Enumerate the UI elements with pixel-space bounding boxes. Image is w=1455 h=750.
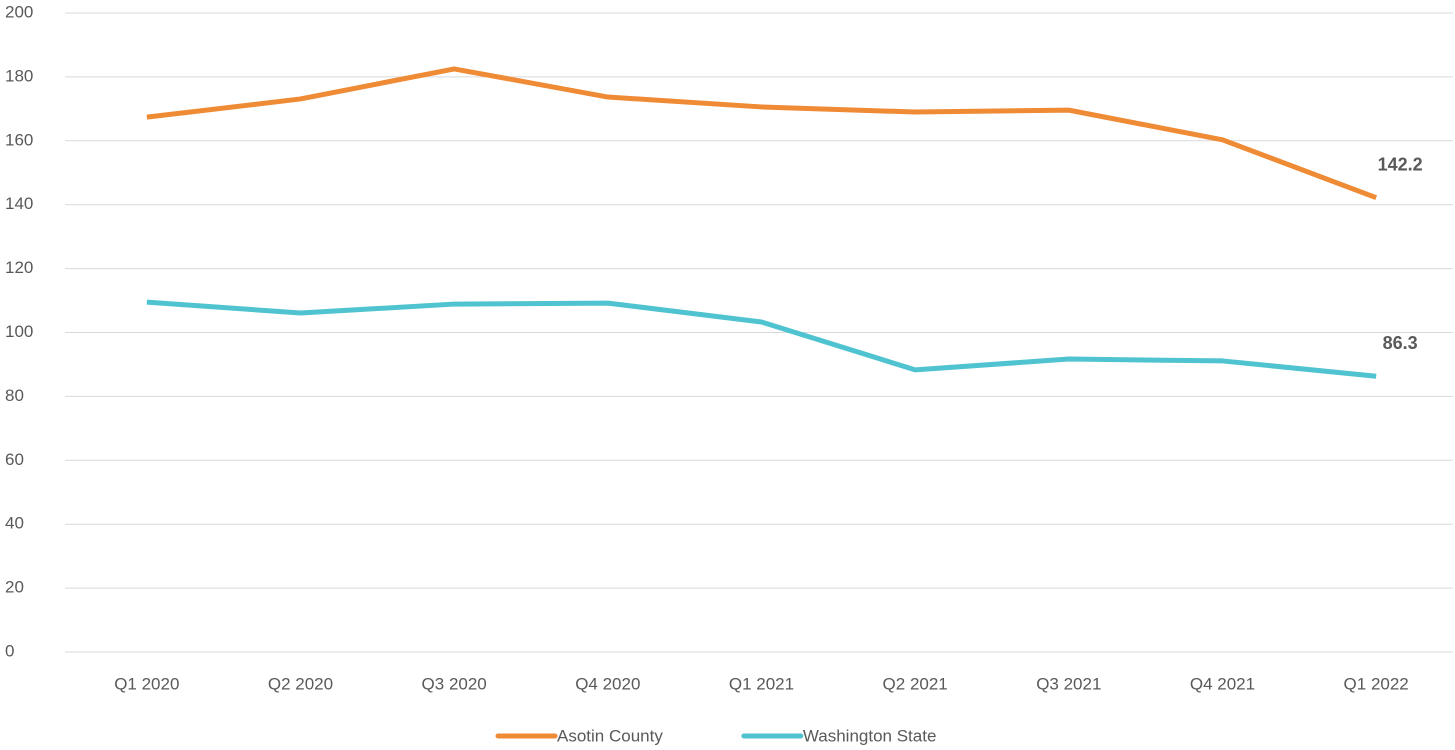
x-tick-label: Q4 2020 xyxy=(575,674,640,693)
y-tick-label: 80 xyxy=(5,386,24,405)
x-tick-label: Q1 2021 xyxy=(729,674,794,693)
x-tick-label: Q1 2020 xyxy=(114,674,179,693)
series-line xyxy=(146,66,1378,201)
x-tick-label: Q4 2021 xyxy=(1190,674,1255,693)
y-tick-label: 200 xyxy=(5,2,33,21)
y-tick-label: 140 xyxy=(5,194,33,213)
y-tick-label: 0 xyxy=(5,641,14,660)
data-label: 86.3 xyxy=(1383,333,1418,353)
y-tick-label: 60 xyxy=(5,450,24,469)
x-tick-label: Q3 2020 xyxy=(422,674,487,693)
x-tick-label: Q3 2021 xyxy=(1036,674,1101,693)
data-label: 142.2 xyxy=(1378,154,1423,174)
y-tick-label: 180 xyxy=(5,66,33,85)
y-tick-label: 160 xyxy=(5,130,33,149)
y-tick-label: 20 xyxy=(5,578,24,597)
x-tick-label: Q2 2021 xyxy=(883,674,948,693)
y-tick-label: 40 xyxy=(5,514,24,533)
series-line xyxy=(146,299,1377,379)
legend-label: Asotin County xyxy=(557,726,663,745)
y-tick-label: 120 xyxy=(5,258,33,277)
x-tick-label: Q1 2022 xyxy=(1344,674,1409,693)
y-tick-label: 100 xyxy=(5,322,33,341)
x-tick-label: Q2 2020 xyxy=(268,674,333,693)
legend-label: Washington State xyxy=(803,726,937,745)
